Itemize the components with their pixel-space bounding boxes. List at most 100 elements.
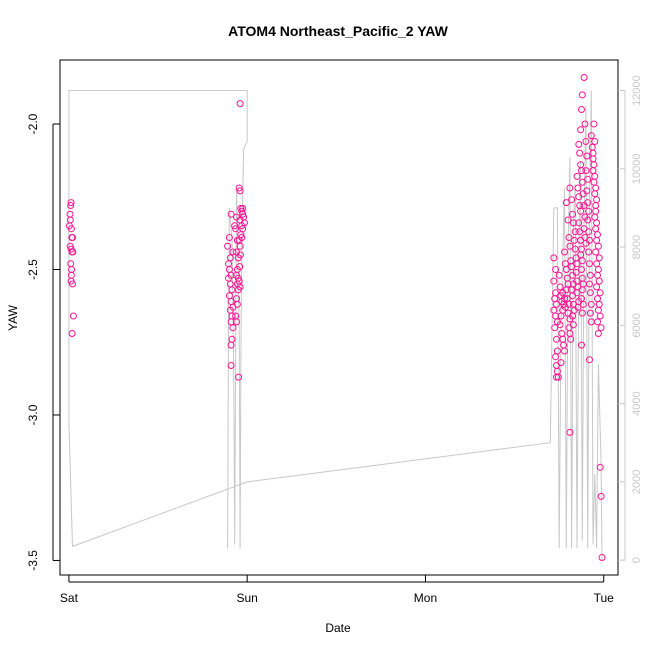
data-point [578,309,586,317]
data-point [568,263,576,271]
data-point [69,248,77,256]
y2-tick-label: 12000 [631,75,643,106]
data-point [592,202,600,209]
data-point [227,210,235,218]
data-point [229,324,237,332]
data-point [578,341,585,349]
data-point [235,373,243,381]
data-point [569,210,576,218]
data-point [598,554,606,561]
y2-tick-label: 10000 [631,153,643,184]
data-point [555,271,563,279]
data-point [591,172,599,180]
data-point [593,219,601,227]
data-point [578,106,585,113]
data-point [595,254,603,262]
data-point [556,283,564,291]
data-point [586,309,594,317]
data-point [590,161,598,169]
data-point [597,324,605,332]
data-point [553,373,560,381]
data-point [67,225,75,233]
y2-tick-label: 6000 [631,313,643,337]
data-point [556,321,564,329]
data-point [233,318,240,326]
data-point [566,242,574,250]
data-point [596,312,604,320]
data-point [571,228,579,236]
data-point [580,74,588,81]
data-point [566,184,574,192]
data-point [69,280,76,288]
data-point [569,219,577,227]
data-point [69,312,77,320]
data-point [225,292,233,300]
data-point [575,219,583,227]
y-tick-label: -2.5 [26,259,40,280]
data-point [550,277,558,285]
data-point [594,266,602,273]
data-point [573,260,581,268]
y-tick-label: -3.0 [26,404,40,425]
data-point [572,268,580,276]
data-point [584,175,592,183]
data-point [239,204,247,212]
data-point [585,207,593,215]
data-point [573,172,581,180]
data-point [562,286,570,294]
data-point [228,335,236,343]
data-point [578,178,586,186]
data-point [592,248,600,256]
data-point [551,324,559,332]
data-point [238,234,246,241]
y2-tick-label: 8000 [631,235,643,259]
data-point [225,234,233,241]
data-point [553,300,560,308]
data-point [594,306,602,314]
data-point [595,277,603,285]
data-point [233,300,241,308]
data-point [550,306,558,314]
data-point [589,167,597,175]
data-point [231,222,239,230]
data-point [587,300,595,308]
data-point [565,234,573,241]
data-point [236,187,244,195]
y-tick-label: -3.5 [26,550,40,571]
data-point [587,132,595,140]
x-tick-label: Sat [60,591,79,605]
data-point [585,248,593,256]
data-point [227,341,235,349]
data-point [575,140,583,148]
y-axis-label: YAW [6,304,20,331]
data-point [592,184,600,192]
data-point [68,330,76,337]
data-point [568,196,576,204]
data-point [552,266,560,273]
data-point [593,236,601,244]
data-point [583,187,591,195]
data-point [66,210,74,218]
line-path-1 [68,90,603,561]
data-point [585,228,593,236]
data-point [553,367,561,375]
data-point [591,190,599,198]
data-point [589,149,597,157]
data-point [592,207,600,215]
data-point [591,213,599,221]
chart-title: ATOM4 Northeast_Pacific_2 YAW [228,23,448,39]
point-series [65,74,606,561]
data-point [565,300,573,308]
x-tick-label: Tue [594,591,615,605]
data-point [236,100,244,108]
data-point [590,120,598,128]
data-point [569,312,576,320]
data-point [232,225,240,233]
y-axis-right: 0 2000 4000 6000 8000 10000 12000 [618,75,643,563]
data-point [566,428,574,436]
data-point [581,120,589,128]
data-point [567,335,575,343]
data-point [582,167,590,175]
data-point [67,199,75,207]
